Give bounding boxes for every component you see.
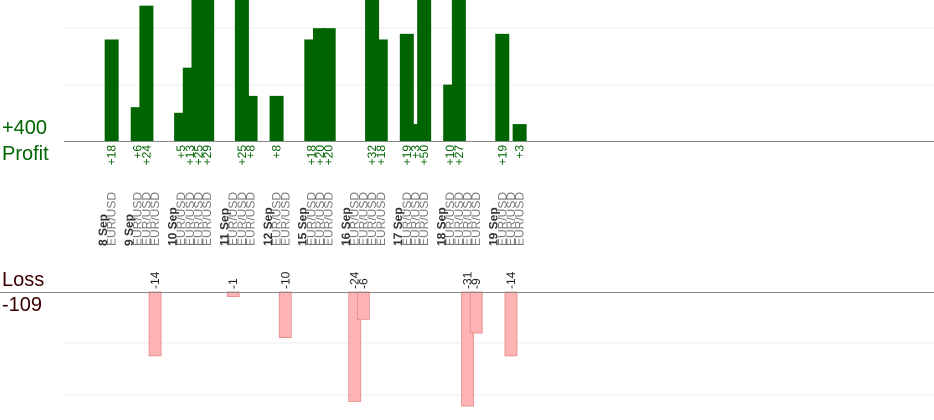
date-label: 18 Sep bbox=[435, 207, 449, 246]
profit-value-label: +27 bbox=[452, 145, 466, 166]
profit-value-label: +19 bbox=[400, 145, 414, 166]
pair-label: EUR/USD bbox=[174, 192, 188, 246]
pair-label: EUR/USD bbox=[469, 192, 483, 246]
profit-value-label: +18 bbox=[374, 145, 388, 166]
pair-label: EUR/USD bbox=[400, 192, 414, 246]
profit-bar bbox=[243, 95, 258, 141]
profit-total: +400 bbox=[2, 117, 48, 139]
profit-bar bbox=[373, 39, 388, 142]
date-label: 16 Sep bbox=[339, 207, 353, 246]
profit-label: Profit bbox=[2, 143, 49, 165]
profit-bar bbox=[495, 33, 510, 142]
profit-bar bbox=[417, 0, 432, 141]
loss-value-label: -24 bbox=[348, 271, 362, 289]
loss-value-label: -6 bbox=[356, 278, 370, 289]
pair-label: EUR/USD bbox=[105, 192, 119, 246]
date-label: 9 Sep bbox=[122, 214, 136, 246]
loss-value-label: -1 bbox=[226, 278, 240, 289]
profit-value-label: +29 bbox=[200, 145, 214, 166]
profit-value-label: +25 bbox=[191, 145, 205, 166]
profit-value-label: +50 bbox=[417, 145, 431, 166]
pair-label: EUR/USD bbox=[148, 192, 162, 246]
pair-label: EUR/USD bbox=[452, 192, 466, 246]
profit-value-label: +18 bbox=[105, 145, 119, 166]
profit-bar bbox=[321, 28, 336, 142]
pair-label: EUR/USD bbox=[131, 192, 145, 246]
pair-label: EUR/USD bbox=[374, 192, 388, 246]
pair-label: EUR/USD bbox=[443, 192, 457, 246]
profit-bar bbox=[200, 0, 215, 141]
pair-label: EUR/USD bbox=[139, 192, 153, 246]
loss-bar bbox=[469, 291, 483, 334]
loss-value-label: -10 bbox=[278, 271, 292, 289]
loss-bar bbox=[278, 291, 292, 338]
axes bbox=[0, 141, 934, 293]
pair-label: EUR/USD bbox=[461, 192, 475, 246]
pair-label: EUR/USD bbox=[348, 192, 362, 246]
profit-bar bbox=[139, 5, 154, 142]
profit-bar bbox=[399, 33, 414, 142]
loss-value-label: -14 bbox=[504, 271, 518, 289]
loss-bar bbox=[504, 291, 518, 357]
bars bbox=[104, 0, 527, 407]
pair-label: EUR/USD bbox=[200, 192, 214, 246]
pair-label: EUR/USD bbox=[244, 192, 258, 246]
loss-bar bbox=[356, 291, 370, 320]
pair-label: EUR/USD bbox=[513, 192, 527, 246]
profit-bar bbox=[104, 39, 119, 142]
profit-bar bbox=[269, 95, 284, 141]
loss-bar bbox=[148, 291, 162, 357]
pair-label: EUR/USD bbox=[226, 192, 240, 246]
loss-label: Loss bbox=[2, 269, 45, 291]
profit-value-label: +32 bbox=[365, 145, 379, 166]
profit-value-label: +3 bbox=[513, 145, 527, 159]
date-label: 17 Sep bbox=[391, 207, 405, 246]
loss-value-label: -14 bbox=[148, 271, 162, 289]
pair-label: EUR/USD bbox=[278, 192, 292, 246]
date-label: 19 Sep bbox=[487, 207, 501, 246]
pair-label: EUR/USD bbox=[322, 192, 336, 246]
loss-value-label: -31 bbox=[461, 271, 475, 289]
pair-label: EUR/USD bbox=[417, 192, 431, 246]
profit-value-label: +8 bbox=[270, 145, 284, 159]
profit-value-label: +13 bbox=[183, 145, 197, 166]
pair-label: EUR/USD bbox=[313, 192, 327, 246]
profit-value-label: +24 bbox=[139, 145, 153, 166]
date-label: 10 Sep bbox=[165, 207, 179, 246]
date-label: 11 Sep bbox=[218, 208, 232, 246]
profit-value-label: +18 bbox=[304, 145, 318, 166]
pair-label: EUR/USD bbox=[183, 192, 197, 246]
pair-label: EUR/USD bbox=[270, 192, 284, 246]
profit-value-label: +3 bbox=[408, 145, 422, 159]
pair-label: EUR/USD bbox=[304, 192, 318, 246]
pair-label: EUR/USD bbox=[235, 192, 249, 246]
profit-bar bbox=[512, 124, 527, 141]
profit-value-label: +6 bbox=[131, 145, 145, 159]
pair-label: EUR/USD bbox=[356, 192, 370, 246]
profit-value-label: +19 bbox=[495, 145, 509, 166]
pair-label: EUR/USD bbox=[408, 192, 422, 246]
date-label: 8 Sep bbox=[96, 214, 110, 246]
profit-value-label: +20 bbox=[322, 145, 336, 166]
profit-value-label: +25 bbox=[235, 145, 249, 166]
profit-value-label: +10 bbox=[443, 145, 457, 166]
loss-value-label: -9 bbox=[469, 278, 483, 289]
profit-value-label: +5 bbox=[174, 145, 188, 159]
pair-label: EUR/USD bbox=[504, 192, 518, 246]
profit-value-label: +8 bbox=[244, 145, 258, 159]
profit-value-label: +20 bbox=[313, 145, 327, 166]
pair-label: EUR/USD bbox=[191, 192, 205, 246]
date-label: 15 Sep bbox=[296, 207, 310, 246]
profit-bar bbox=[451, 0, 466, 141]
loss-total: -109 bbox=[2, 294, 43, 316]
date-label: 12 Sep bbox=[261, 207, 275, 246]
pair-label: EUR/USD bbox=[365, 192, 379, 246]
pair-label: EUR/USD bbox=[495, 192, 509, 246]
